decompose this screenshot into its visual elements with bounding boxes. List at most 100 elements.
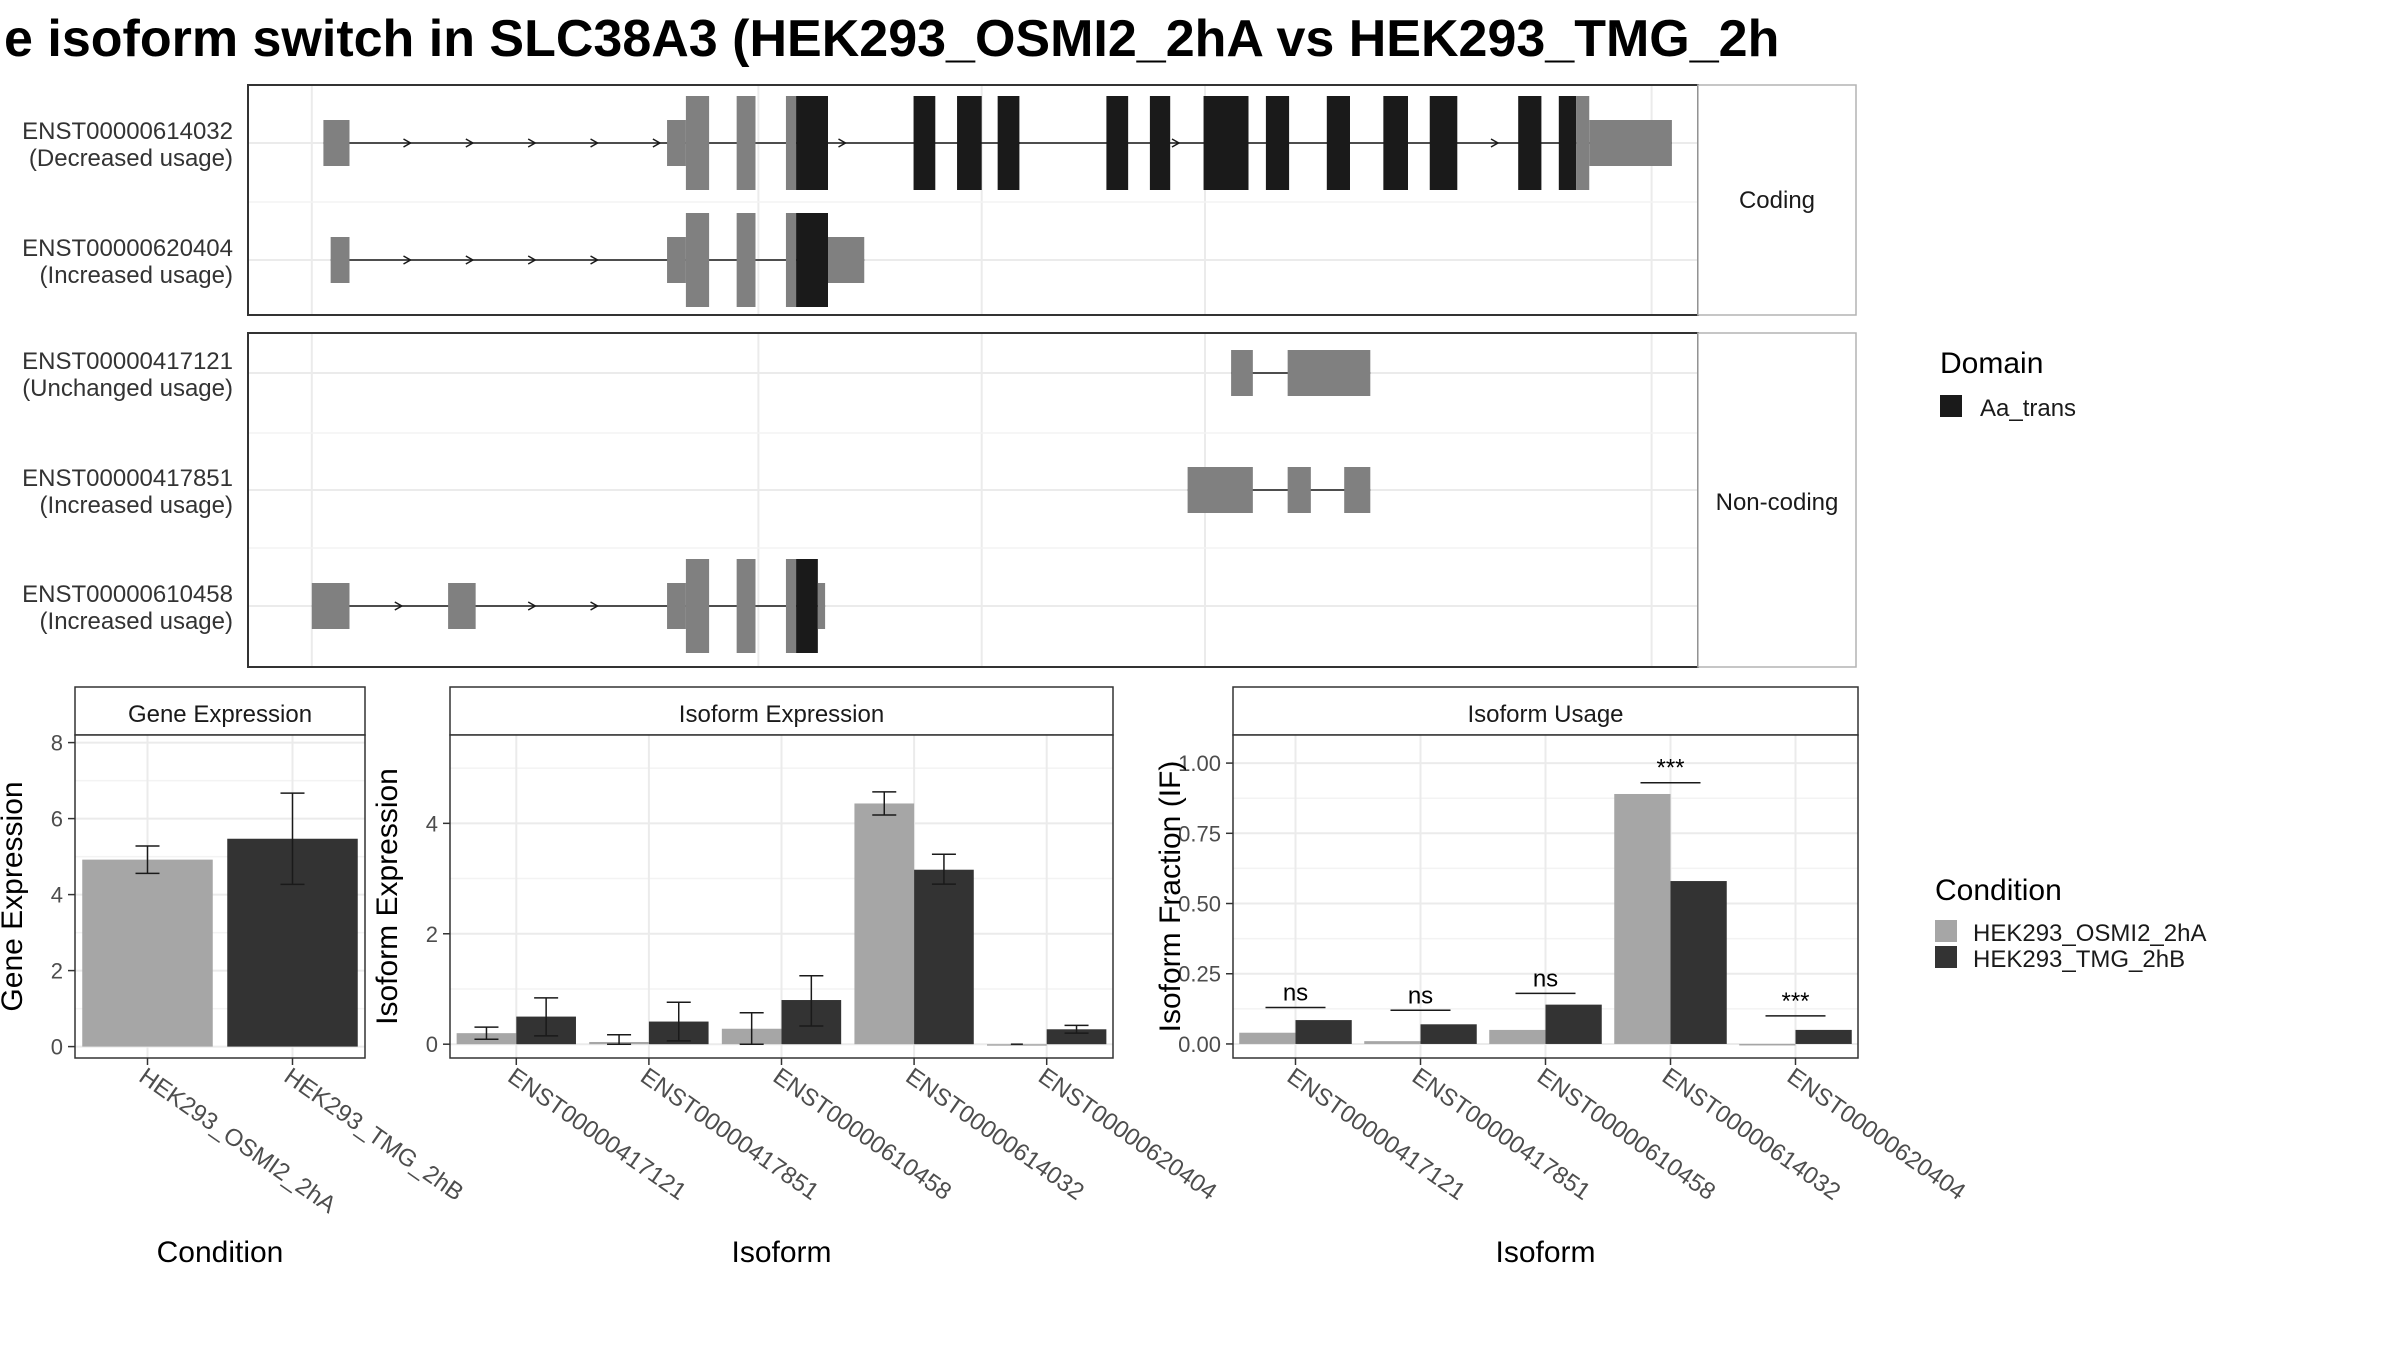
y-tick-label: 0.50 — [1178, 892, 1221, 917]
strand-arrow — [838, 138, 848, 148]
bar — [1420, 1024, 1477, 1044]
condition-legend: Condition HEK293_OSMI2_2hA HEK293_TMG_2h… — [1935, 874, 2206, 973]
transcript-row-ENST00000417121: ENST00000417121(Unchanged usage) — [22, 348, 1371, 402]
domain-exon — [1429, 96, 1458, 190]
y-tick-label: 2 — [51, 959, 63, 984]
transcript-id-label: ENST00000614032 — [22, 118, 233, 145]
condition-legend-key-2 — [1935, 946, 1957, 968]
bar — [1364, 1041, 1421, 1044]
domain-exon — [957, 96, 982, 190]
utr-exon — [667, 583, 686, 629]
utr-exon — [785, 96, 797, 190]
bar — [1670, 881, 1727, 1044]
utr-exon — [736, 96, 756, 190]
utr-exon — [311, 583, 350, 629]
transcript-id-label: ENST00000610458 — [22, 581, 233, 608]
y-tick-label: 0.00 — [1178, 1032, 1221, 1057]
transcript-row-ENST00000620404: ENST00000620404(Increased usage) — [22, 213, 865, 307]
bar — [1295, 1020, 1352, 1044]
x-axis-title: Isoform — [1495, 1236, 1595, 1269]
noncoding-strip-label: Non-coding — [1716, 489, 1839, 516]
utr-exon — [1576, 96, 1590, 190]
utr-exon — [685, 559, 710, 653]
transcript-usage-label: (Increased usage) — [40, 492, 233, 519]
coding-strip-label: Coding — [1739, 187, 1815, 214]
y-tick-label: 2 — [426, 922, 438, 947]
utr-exon — [1589, 120, 1672, 166]
utr-exon — [1287, 467, 1311, 513]
transcript-usage-label: (Increased usage) — [40, 262, 233, 289]
strand-arrow — [527, 138, 537, 148]
coding-strip — [1697, 84, 1857, 316]
y-axis-title: Gene Expression — [0, 781, 29, 1011]
chart-strip — [74, 686, 366, 736]
domain-exon — [1149, 96, 1171, 190]
y-tick-label: 0 — [426, 1032, 438, 1057]
y-axis-title: Isoform Expression — [371, 768, 404, 1025]
utr-exon — [785, 559, 797, 653]
transcript-structure-panel: Coding Non-coding ENST00000614032(Decrea… — [22, 84, 1857, 668]
transcript-id-label: ENST00000417121 — [22, 348, 233, 375]
transcript-usage-label: (Unchanged usage) — [22, 375, 233, 402]
strand-arrow — [590, 138, 600, 148]
utr-exon — [667, 120, 686, 166]
utr-exon — [448, 583, 476, 629]
utr-exon — [1344, 467, 1371, 513]
noncoding-strip — [1697, 332, 1857, 668]
bar — [1795, 1029, 1852, 1044]
transcript-row-ENST00000614032: ENST00000614032(Decreased usage) — [22, 96, 1672, 190]
domain-legend: Domain Aa_trans — [1940, 347, 2076, 422]
transcript-row-ENST00000610458: ENST00000610458(Increased usage) — [22, 559, 826, 653]
y-tick-label: 6 — [51, 807, 63, 832]
bar — [854, 803, 915, 1045]
y-tick-label: 0 — [51, 1035, 63, 1060]
chart-isoform-expression: Isoform Expression024ENST00000417121ENST… — [371, 686, 1221, 1269]
bar — [1489, 1029, 1546, 1044]
y-tick-label: 1.00 — [1178, 751, 1221, 776]
condition-legend-title: Condition — [1935, 874, 2062, 907]
transcript-row-ENST00000417851: ENST00000417851(Increased usage) — [22, 465, 1371, 519]
domain-exon — [796, 559, 818, 653]
transcript-usage-label: (Decreased usage) — [29, 145, 233, 172]
utr-exon — [736, 213, 756, 307]
y-tick-label: 4 — [51, 883, 63, 908]
domain-exon — [1326, 96, 1350, 190]
domain-exon — [1383, 96, 1408, 190]
y-tick-label: 0.25 — [1178, 962, 1221, 987]
transcript-rows: ENST00000614032(Decreased usage)ENST0000… — [22, 96, 1672, 653]
utr-exon — [1187, 467, 1253, 513]
strand-arrow — [590, 601, 600, 611]
y-axis-title: Isoform Fraction (IF) — [1154, 761, 1187, 1033]
strand-arrow — [394, 601, 404, 611]
domain-exon — [1106, 96, 1129, 190]
utr-exon — [828, 237, 865, 283]
chart-frame — [74, 734, 366, 1059]
domain-legend-title: Domain — [1940, 347, 2043, 380]
strand-arrow — [465, 138, 475, 148]
strand-arrow — [403, 138, 413, 148]
strand-arrow — [403, 255, 413, 265]
condition-legend-label-1: HEK293_OSMI2_2hA — [1973, 920, 2206, 947]
utr-exon — [667, 237, 686, 283]
figure-title: e isoform switch in SLC38A3 (HEK293_OSMI… — [4, 10, 1779, 68]
bar — [1545, 1004, 1602, 1044]
significance-label: *** — [1781, 988, 1809, 1015]
utr-exon — [685, 96, 710, 190]
significance-label: ns — [1283, 979, 1308, 1006]
chart-strip — [1232, 686, 1859, 736]
bar — [1739, 1043, 1796, 1046]
strand-arrow — [1490, 138, 1500, 148]
bar — [82, 859, 213, 1047]
domain-exon — [796, 213, 828, 307]
y-tick-label: 4 — [426, 811, 438, 836]
x-axis-title: Condition — [157, 1236, 284, 1269]
bar — [1239, 1032, 1296, 1044]
bar — [1614, 793, 1671, 1044]
utr-exon — [330, 237, 350, 283]
domain-legend-key — [1940, 395, 1962, 417]
utr-exon — [685, 213, 710, 307]
condition-legend-key-1 — [1935, 920, 1957, 942]
transcript-id-label: ENST00000417851 — [22, 465, 233, 492]
chart-title: Gene Expression — [128, 701, 312, 728]
